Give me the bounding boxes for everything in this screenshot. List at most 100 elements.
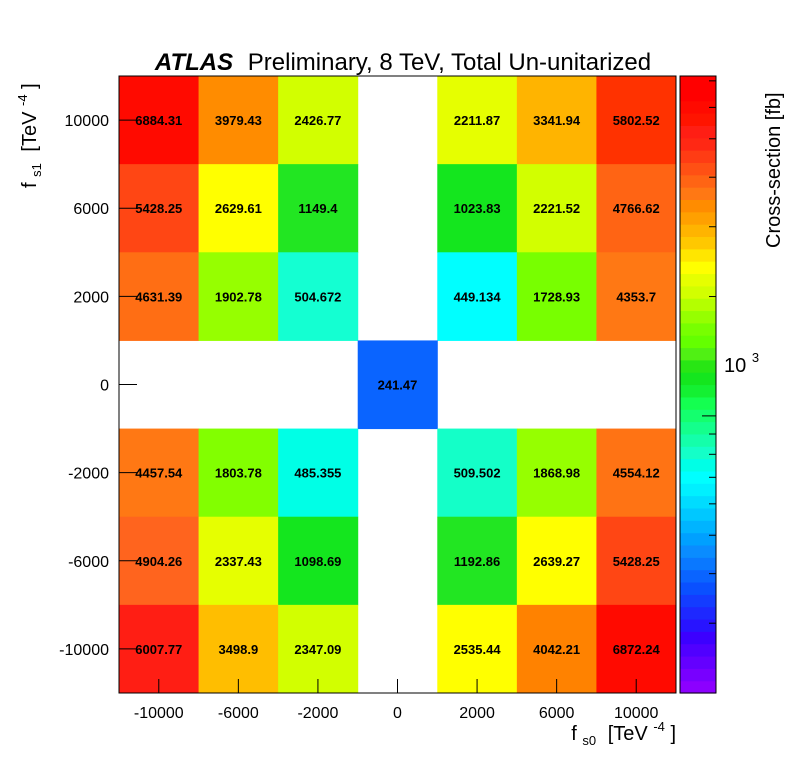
color-scale-step <box>680 581 716 595</box>
color-scale-frame <box>679 75 717 694</box>
cell-value-label: 3979.43 <box>215 113 262 128</box>
heatmap-cell <box>516 604 597 694</box>
color-scale-step <box>680 261 716 275</box>
heatmap-cell <box>278 428 359 518</box>
color-scale-step <box>680 507 716 521</box>
cell-value-label: 3341.94 <box>533 113 581 128</box>
color-scale-step <box>680 285 716 299</box>
color-scale-tick-base: 10 <box>724 355 746 377</box>
color-scale-step <box>680 606 716 620</box>
cell-value-label: 2337.43 <box>215 554 262 569</box>
y-tick-label: 2000 <box>73 289 109 306</box>
heatmap-cell <box>198 252 279 341</box>
heatmap-cell <box>596 428 677 518</box>
color-scale-step <box>680 520 716 534</box>
color-scale-step <box>680 298 716 312</box>
cell-value-label: 6884.31 <box>135 113 182 128</box>
color-scale-step <box>680 483 716 497</box>
heatmap-cell <box>278 76 359 165</box>
y-tick-label: -10000 <box>59 642 109 659</box>
cell-value-label: 1098.69 <box>294 554 341 569</box>
cell-value-label: 2221.52 <box>533 201 580 216</box>
color-scale-step <box>680 433 716 447</box>
color-scale-step <box>680 643 716 657</box>
heatmap-cell <box>198 76 279 165</box>
color-scale-step <box>680 372 716 386</box>
heatmap-cell <box>357 340 438 430</box>
heatmap-cell <box>278 604 359 694</box>
heatmap-cell <box>198 604 279 694</box>
color-scale-step <box>680 409 716 423</box>
cell-value-label: 5802.52 <box>613 113 660 128</box>
y-tick-label: 6000 <box>73 201 109 218</box>
cell-value-label: 3498.9 <box>218 642 258 657</box>
color-scale-step <box>680 174 716 188</box>
color-scale-step <box>680 236 716 250</box>
color-scale-step <box>680 137 716 151</box>
color-scale-step <box>680 631 716 645</box>
y-tick-label: -6000 <box>68 554 109 571</box>
x-axis: -10000 -6000 -2000 0 2000 6000 10000 <box>134 679 659 722</box>
heatmap-cell <box>516 76 597 165</box>
heatmap-cell <box>596 164 677 253</box>
color-scale-step <box>680 569 716 583</box>
color-scale-step <box>680 335 716 349</box>
color-scale-step <box>680 458 716 472</box>
heatmap-cell <box>596 252 677 341</box>
cell-value-label: 4904.26 <box>135 554 182 569</box>
color-scale-tick-label: 10 3 <box>724 350 759 377</box>
cell-value-label: 1803.78 <box>215 466 262 481</box>
y-tick-label: -2000 <box>68 466 109 483</box>
color-scale-step <box>680 125 716 139</box>
color-scale-step <box>680 384 716 398</box>
heatmap-cell <box>516 252 597 341</box>
heatmap-cell <box>278 516 359 606</box>
y-axis: 10000 6000 2000 0 -2000 -6000 -10000 <box>59 113 137 659</box>
heatmap-cell <box>437 604 518 694</box>
heatmap-cell <box>596 516 677 606</box>
heatmap-cell <box>437 76 518 165</box>
cell-value-label: 504.672 <box>294 289 341 304</box>
heatmap-cell <box>198 516 279 606</box>
color-scale-step <box>680 618 716 632</box>
x-tick-label: -6000 <box>218 705 259 722</box>
y-axis-label-close: ] <box>19 83 41 89</box>
color-scale-step <box>680 347 716 361</box>
x-axis-label-main: f <box>571 723 577 745</box>
cell-value-label: 1023.83 <box>454 201 501 216</box>
color-scale-tick-exp: 3 <box>752 350 759 365</box>
x-tick-label: 0 <box>393 705 402 722</box>
y-axis-label-sub: s1 <box>29 163 44 177</box>
cell-value-label: 2639.27 <box>533 554 580 569</box>
x-axis-label-exp: -4 <box>653 719 665 734</box>
color-scale-step <box>680 88 716 102</box>
cell-value-label: 5428.25 <box>135 201 182 216</box>
cell-value-label: 2426.77 <box>294 113 341 128</box>
x-axis-label-sub: s0 <box>582 733 596 748</box>
cell-value-label: 2211.87 <box>454 113 500 128</box>
y-tick-label: 0 <box>100 378 109 395</box>
cell-value-label: 2629.61 <box>215 201 262 216</box>
color-scale-step <box>680 150 716 163</box>
chart-title: ATLAS Preliminary, 8 TeV, Total Un-unita… <box>154 49 651 76</box>
x-tick-label: -10000 <box>134 705 184 722</box>
y-tick-label: 10000 <box>65 113 110 130</box>
cell-value-label: 449.134 <box>454 289 502 304</box>
x-axis-label-unit: [TeV <box>608 723 649 745</box>
color-scale-step <box>680 668 716 682</box>
heatmap-cell <box>516 428 597 518</box>
cell-value-label: 1868.98 <box>533 466 580 481</box>
y-axis-label-exp: -4 <box>15 94 30 106</box>
cell-value-label: 4554.12 <box>613 466 660 481</box>
heatmap-cell <box>278 164 359 253</box>
cell-value-label: 509.502 <box>454 466 501 481</box>
color-scale-step <box>680 594 716 608</box>
cell-value-label: 241.47 <box>378 378 418 393</box>
heatmap-cell <box>596 604 677 694</box>
color-scale-step <box>680 359 716 373</box>
color-scale-step <box>680 421 716 435</box>
heatmap-cell <box>278 252 359 341</box>
color-scale-step <box>680 248 716 262</box>
color-scale-bar <box>680 76 716 694</box>
